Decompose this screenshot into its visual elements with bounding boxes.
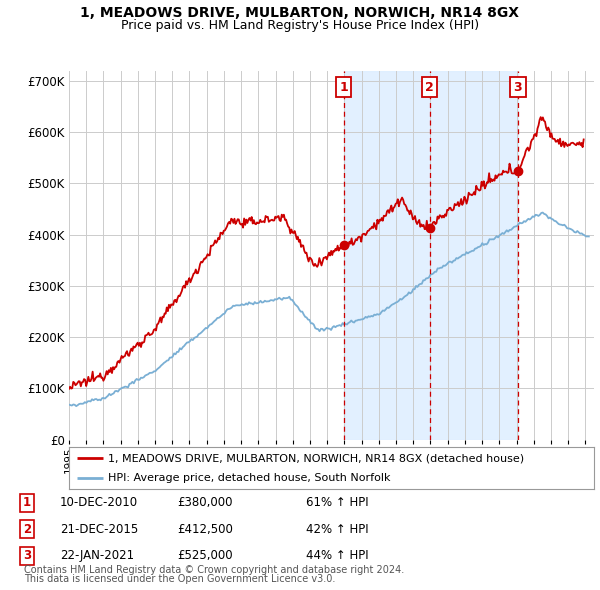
Text: 1: 1	[23, 496, 31, 509]
Text: £525,000: £525,000	[177, 549, 233, 562]
Bar	[344, 71, 518, 440]
Text: 44% ↑ HPI: 44% ↑ HPI	[306, 549, 368, 562]
Text: HPI: Average price, detached house, South Norfolk: HPI: Average price, detached house, Sout…	[109, 473, 391, 483]
Text: 10-DEC-2010: 10-DEC-2010	[60, 496, 138, 509]
Text: Price paid vs. HM Land Registry's House Price Index (HPI): Price paid vs. HM Land Registry's House …	[121, 19, 479, 32]
Text: 61% ↑ HPI: 61% ↑ HPI	[306, 496, 368, 509]
Text: 2: 2	[425, 81, 434, 94]
Text: 3: 3	[23, 549, 31, 562]
Text: 22-JAN-2021: 22-JAN-2021	[60, 549, 134, 562]
Text: £380,000: £380,000	[177, 496, 233, 509]
Text: 3: 3	[514, 81, 522, 94]
Text: 2: 2	[23, 523, 31, 536]
Text: 1: 1	[339, 81, 348, 94]
Text: 1, MEADOWS DRIVE, MULBARTON, NORWICH, NR14 8GX: 1, MEADOWS DRIVE, MULBARTON, NORWICH, NR…	[80, 6, 520, 20]
Text: 1, MEADOWS DRIVE, MULBARTON, NORWICH, NR14 8GX (detached house): 1, MEADOWS DRIVE, MULBARTON, NORWICH, NR…	[109, 453, 524, 463]
Text: 21-DEC-2015: 21-DEC-2015	[60, 523, 138, 536]
Text: This data is licensed under the Open Government Licence v3.0.: This data is licensed under the Open Gov…	[24, 574, 335, 584]
Text: Contains HM Land Registry data © Crown copyright and database right 2024.: Contains HM Land Registry data © Crown c…	[24, 565, 404, 575]
Text: £412,500: £412,500	[177, 523, 233, 536]
Text: 42% ↑ HPI: 42% ↑ HPI	[306, 523, 368, 536]
